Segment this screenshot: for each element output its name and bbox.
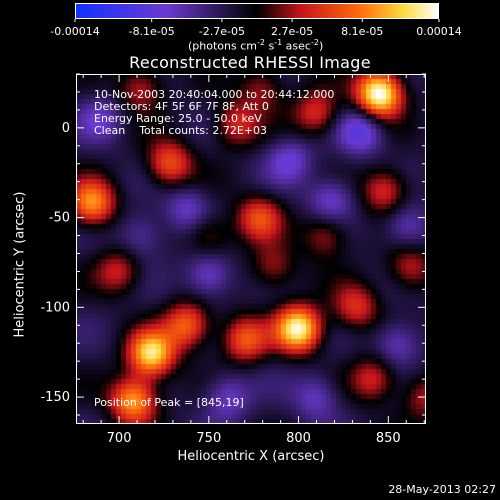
colorbar-tick-label: 0.00014: [416, 25, 462, 38]
colorbar-tick-label: -2.7e-05: [199, 25, 245, 38]
observation-header: 10-Nov-2003 20:40:04.000 to 20:44:12.000…: [94, 89, 334, 137]
header-time-range: 10-Nov-2003 20:40:04.000 to 20:44:12.000: [94, 88, 335, 101]
plot-frame: [76, 74, 426, 424]
colorbar-tick-label: 2.7e-05: [271, 25, 313, 38]
x-tick-label: 700: [107, 431, 132, 446]
heatmap-canvas: [76, 74, 426, 424]
colorbar-gradient: [75, 3, 439, 19]
header-detectors: Detectors: 4F 5F 6F 7F 8F, Att 0: [94, 100, 269, 113]
generation-timestamp: 28-May-2013 02:27: [388, 483, 496, 496]
colorbar-tick-label: -8.1e-05: [129, 25, 175, 38]
colorbar-tick-label: -0.00014: [50, 25, 99, 38]
peak-position-label: Position of Peak = [845,19]: [94, 396, 244, 409]
y-tick-label: -50: [49, 211, 70, 226]
header-clean-counts: Clean Total counts: 2.72E+03: [94, 124, 268, 137]
y-tick-label: 0: [62, 121, 70, 136]
x-tick-label: 750: [196, 431, 221, 446]
colorbar-axis: -0.00014 -8.1e-05 -2.7e-05 2.7e-05 8.1e-05 0.…: [50, 19, 462, 38]
x-tick-label: 800: [286, 431, 311, 446]
colorbar-units: (photons cm-2 s-1 asec-2): [188, 38, 324, 53]
colorbar-tick-label: 8.1e-05: [341, 25, 383, 38]
x-tick-label: 850: [376, 431, 401, 446]
image-area: [76, 74, 426, 424]
x-axis-label: Heliocentric X (arcsec): [177, 449, 325, 464]
header-energy-range: Energy Range: 25.0 - 50.0 keV: [94, 112, 262, 125]
y-tick-label: -100: [40, 300, 70, 315]
y-axis-label: Heliocentric Y (arcsec): [12, 191, 28, 338]
y-tick-label: -150: [40, 390, 70, 405]
chart-title: Reconstructed RHESSI Image: [129, 53, 371, 72]
colorbar: [75, 3, 439, 19]
